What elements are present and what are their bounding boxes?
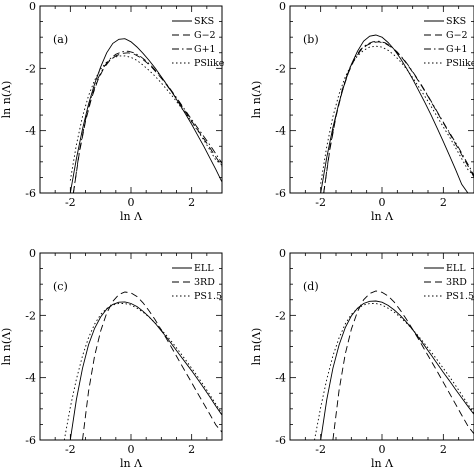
series-line xyxy=(332,290,474,440)
y-tick-label: -2 xyxy=(275,309,286,322)
y-tick-label: -6 xyxy=(275,187,286,200)
legend-label: 3RD xyxy=(446,277,467,288)
legend-label: ELL xyxy=(446,263,466,274)
x-tick-label: 0 xyxy=(128,443,135,456)
y-tick-label: -4 xyxy=(25,125,36,138)
panel-label: (b) xyxy=(303,33,319,46)
y-axis-label: ln n(Λ) xyxy=(0,81,13,119)
y-tick-label: -2 xyxy=(25,62,36,75)
y-tick-label: -6 xyxy=(275,434,286,447)
series-line xyxy=(69,38,222,193)
y-tick-label: 0 xyxy=(279,0,286,13)
y-tick-label: -4 xyxy=(275,372,286,385)
y-tick-label: -6 xyxy=(25,434,36,447)
series-line xyxy=(72,50,222,193)
x-tick-label: -2 xyxy=(315,443,326,456)
x-axis-label: ln Λ xyxy=(371,210,394,223)
x-tick-label: 2 xyxy=(188,443,195,456)
legend-label: PSlike xyxy=(446,58,474,69)
legend-label: 3RD xyxy=(194,277,215,288)
legend-label: SKS xyxy=(194,16,214,27)
series-line xyxy=(323,40,474,193)
y-axis-label: ln n(Λ) xyxy=(250,81,263,119)
y-tick-label: 0 xyxy=(29,0,36,13)
y-axis-label: ln n(Λ) xyxy=(0,328,13,366)
curves xyxy=(314,290,474,440)
y-tick-label: -4 xyxy=(25,372,36,385)
x-tick-label: -2 xyxy=(315,196,326,209)
legend-label: PS1.5 xyxy=(194,291,222,302)
x-tick-label: -2 xyxy=(65,196,76,209)
x-axis-label: ln Λ xyxy=(371,457,394,470)
series-line xyxy=(72,52,222,193)
x-axis-label: ln Λ xyxy=(120,457,143,470)
curves xyxy=(63,291,222,440)
series-line xyxy=(320,300,474,440)
y-tick-label: -2 xyxy=(275,62,286,75)
curves xyxy=(320,34,474,193)
legend-label: G−2 xyxy=(446,30,468,41)
series-line xyxy=(63,303,222,440)
y-tick-label: -6 xyxy=(25,187,36,200)
legend-label: G−2 xyxy=(194,30,216,41)
series-line xyxy=(69,55,222,181)
legend-label: G+1 xyxy=(194,44,216,55)
y-tick-label: 0 xyxy=(29,247,36,260)
legend-label: G+1 xyxy=(446,44,468,55)
series-line xyxy=(69,301,222,440)
x-tick-label: 0 xyxy=(128,196,135,209)
x-tick-label: 0 xyxy=(379,196,386,209)
panel-3: -2 0 2 0 -2 -4 -6 ln Λ ln n(Λ) (c) ELL 3RD PS1.5 xyxy=(0,247,223,470)
panel-label: (c) xyxy=(53,280,68,293)
series-line xyxy=(314,303,474,440)
panel-1: -2 0 2 0 -2 -4 -6 ln Λ ln n(Λ) (a) SKS G−2 G+1 PSlike xyxy=(0,0,225,223)
legend-label: PSlike xyxy=(194,58,225,69)
panel-label: (d) xyxy=(303,280,319,293)
y-tick-label: -2 xyxy=(25,309,36,322)
x-tick-label: 2 xyxy=(440,196,447,209)
panel-label: (a) xyxy=(53,33,68,46)
x-tick-label: 0 xyxy=(379,443,386,456)
x-axis-label: ln Λ xyxy=(120,210,143,223)
panel-2: -2 0 2 0 -2 -4 -6 ln Λ ln n(Λ) (b) SKS G−2 G+1 PSlike xyxy=(250,0,474,223)
y-axis-label: ln n(Λ) xyxy=(250,328,263,366)
series-line xyxy=(82,291,222,440)
y-tick-label: 0 xyxy=(279,247,286,260)
legend-label: SKS xyxy=(446,16,466,27)
x-tick-label: 2 xyxy=(188,196,195,209)
legend-label: ELL xyxy=(194,263,214,274)
x-tick-label: 2 xyxy=(440,443,447,456)
series-line xyxy=(323,41,474,193)
y-tick-label: -4 xyxy=(275,125,286,138)
panel-4: -2 0 2 0 -2 -4 -6 ln Λ ln n(Λ) (d) ELL 3RD PS1.5 xyxy=(250,247,474,470)
x-tick-label: -2 xyxy=(65,443,76,456)
curves xyxy=(69,38,222,193)
legend-label: PS1.5 xyxy=(446,291,474,302)
series-line xyxy=(320,45,474,184)
